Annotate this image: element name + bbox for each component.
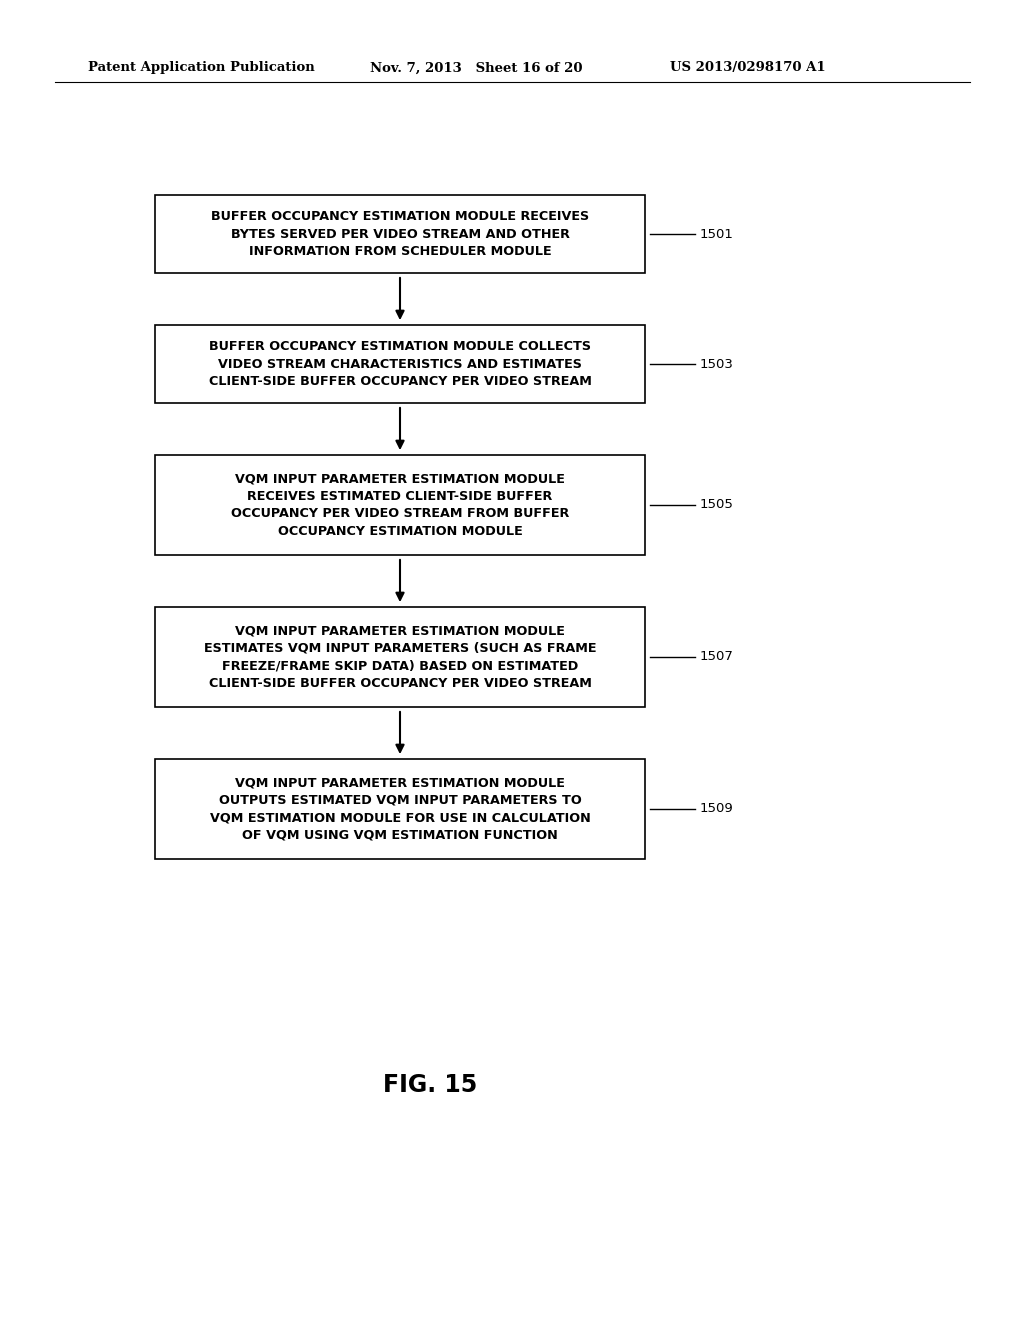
Bar (155, 455, 645, 554)
Text: Nov. 7, 2013   Sheet 16 of 20: Nov. 7, 2013 Sheet 16 of 20 (370, 62, 583, 74)
Text: BUFFER OCCUPANCY ESTIMATION MODULE RECEIVES
BYTES SERVED PER VIDEO STREAM AND OT: BUFFER OCCUPANCY ESTIMATION MODULE RECEI… (211, 210, 589, 257)
Text: 1507: 1507 (700, 651, 734, 664)
Bar (155, 759, 645, 859)
Text: FIG. 15: FIG. 15 (383, 1073, 477, 1097)
Text: VQM INPUT PARAMETER ESTIMATION MODULE
ESTIMATES VQM INPUT PARAMETERS (SUCH AS FR: VQM INPUT PARAMETER ESTIMATION MODULE ES… (204, 624, 596, 690)
Text: VQM INPUT PARAMETER ESTIMATION MODULE
RECEIVES ESTIMATED CLIENT-SIDE BUFFER
OCCU: VQM INPUT PARAMETER ESTIMATION MODULE RE… (230, 473, 569, 537)
Text: VQM INPUT PARAMETER ESTIMATION MODULE
OUTPUTS ESTIMATED VQM INPUT PARAMETERS TO
: VQM INPUT PARAMETER ESTIMATION MODULE OU… (210, 776, 591, 842)
Bar (155, 195, 645, 273)
Text: BUFFER OCCUPANCY ESTIMATION MODULE COLLECTS
VIDEO STREAM CHARACTERISTICS AND EST: BUFFER OCCUPANCY ESTIMATION MODULE COLLE… (209, 341, 592, 388)
Text: US 2013/0298170 A1: US 2013/0298170 A1 (670, 62, 825, 74)
Text: 1503: 1503 (700, 358, 734, 371)
Text: Patent Application Publication: Patent Application Publication (88, 62, 314, 74)
Text: 1501: 1501 (700, 227, 734, 240)
Text: 1509: 1509 (700, 803, 734, 816)
Text: 1505: 1505 (700, 499, 734, 511)
Bar (155, 607, 645, 708)
Bar (155, 325, 645, 403)
